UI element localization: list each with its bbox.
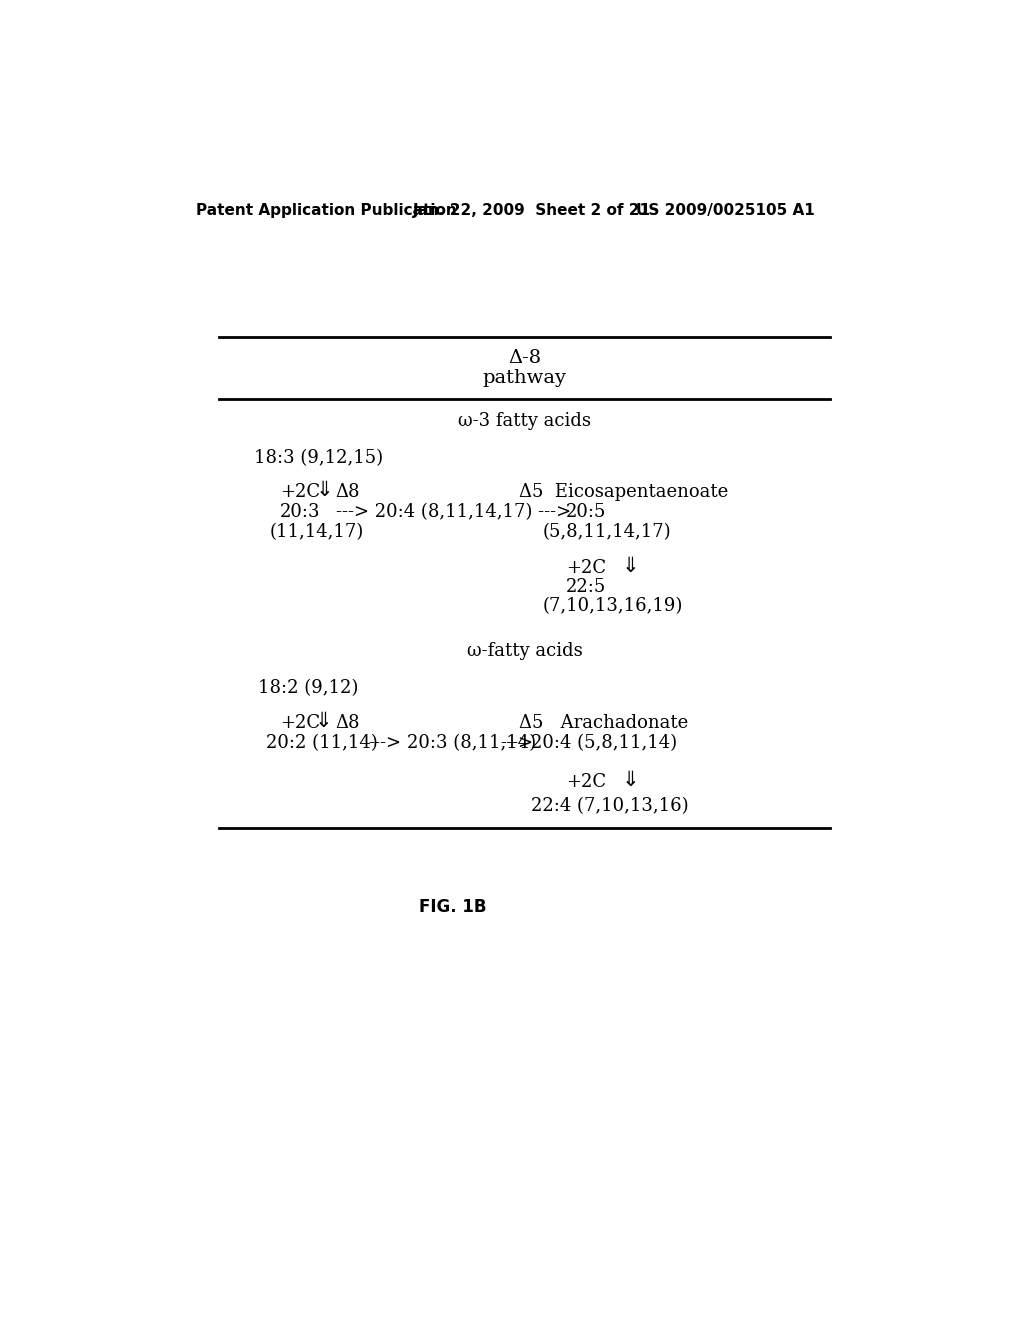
Text: (5,8,11,14,17): (5,8,11,14,17) [543,523,672,541]
Text: Δ8: Δ8 [336,483,360,502]
Text: ---> 20:4 (8,11,14,17) --->: ---> 20:4 (8,11,14,17) ---> [336,503,570,521]
Text: Patent Application Publication: Patent Application Publication [197,203,457,218]
Text: 18:3 (9,12,15): 18:3 (9,12,15) [254,449,383,467]
Text: ⇓: ⇓ [622,770,639,789]
Text: 20:5: 20:5 [566,503,606,521]
Text: 22:5: 22:5 [566,578,606,597]
Text: 22:4 (7,10,13,16): 22:4 (7,10,13,16) [531,797,688,816]
Text: ⇓: ⇓ [314,711,332,731]
Text: US 2009/0025105 A1: US 2009/0025105 A1 [636,203,814,218]
Text: FIG. 1B: FIG. 1B [419,898,486,916]
Text: ω-3 fatty acids: ω-3 fatty acids [459,412,591,430]
Text: --->: ---> [500,734,534,752]
Text: 20:2 (11,14): 20:2 (11,14) [266,734,378,752]
Text: +2C: +2C [280,483,321,502]
Text: 18:2 (9,12): 18:2 (9,12) [258,678,358,697]
Text: ⇓: ⇓ [622,556,639,576]
Text: pathway: pathway [482,368,567,387]
Text: Jan. 22, 2009  Sheet 2 of 21: Jan. 22, 2009 Sheet 2 of 21 [414,203,651,218]
Text: Δ-8: Δ-8 [508,350,542,367]
Text: Δ5   Arachadonate: Δ5 Arachadonate [519,714,688,733]
Text: 20:3 (8,11,14): 20:3 (8,11,14) [407,734,537,752]
Text: Δ8: Δ8 [336,714,360,733]
Text: ω-fatty acids: ω-fatty acids [467,642,583,660]
Text: +2C: +2C [566,558,606,577]
Text: 20:3: 20:3 [280,503,321,521]
Text: +2C: +2C [280,714,321,733]
Text: 20:4 (5,8,11,14): 20:4 (5,8,11,14) [531,734,677,752]
Text: Δ5  Eicosapentaenoate: Δ5 Eicosapentaenoate [519,483,729,502]
Text: (11,14,17): (11,14,17) [270,523,365,541]
Text: ⇓: ⇓ [315,479,333,499]
Text: +2C: +2C [566,774,606,791]
Text: (7,10,13,16,19): (7,10,13,16,19) [543,597,683,615]
Text: --->: ---> [369,734,401,752]
